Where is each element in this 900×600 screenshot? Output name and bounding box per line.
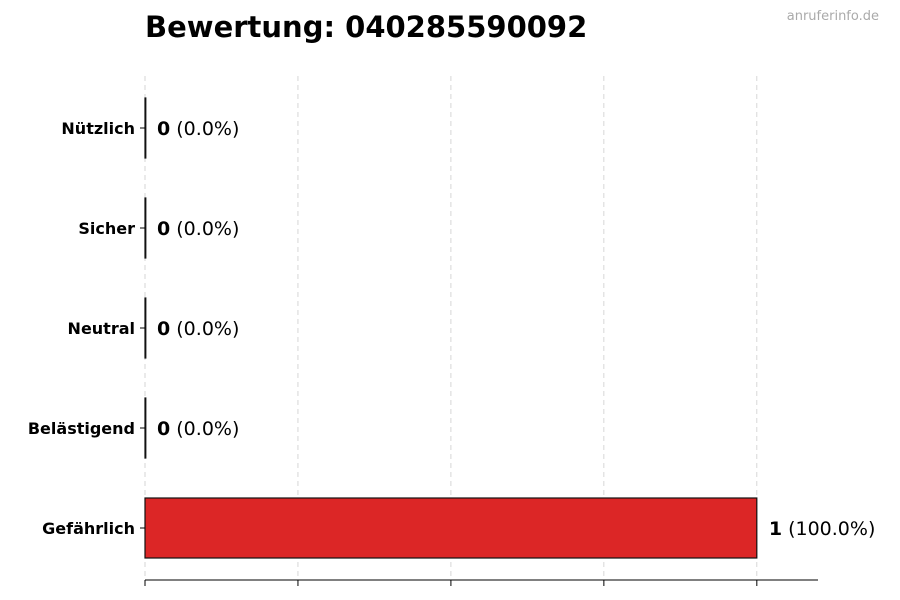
value-label: 0	[157, 118, 170, 140]
data-label: 0 (0.0%)	[157, 218, 239, 240]
y-tick-label: Neutral	[68, 319, 135, 338]
bar	[144, 397, 147, 459]
chart-title: Bewertung: 040285590092	[145, 10, 588, 44]
value-label: 1	[769, 518, 782, 540]
percent-label: (0.0%)	[170, 118, 239, 140]
y-tick-label: Gefährlich	[42, 519, 135, 538]
y-tick-label: Nützlich	[61, 119, 135, 138]
bar	[144, 297, 147, 359]
data-label: 1 (100.0%)	[769, 518, 876, 540]
bar	[144, 97, 147, 159]
value-label: 0	[157, 218, 170, 240]
percent-label: (0.0%)	[170, 218, 239, 240]
percent-label: (0.0%)	[170, 318, 239, 340]
bar	[144, 197, 147, 259]
y-tick-label: Belästigend	[28, 419, 135, 438]
percent-label: (100.0%)	[782, 518, 875, 540]
data-label: 0 (0.0%)	[157, 118, 239, 140]
watermark: anruferinfo.de	[786, 9, 879, 24]
value-label: 0	[157, 418, 170, 440]
bar	[144, 497, 758, 559]
value-label: 0	[157, 318, 170, 340]
data-label: 0 (0.0%)	[157, 418, 239, 440]
data-label: 0 (0.0%)	[157, 318, 239, 340]
percent-label: (0.0%)	[170, 418, 239, 440]
y-tick-label: Sicher	[78, 219, 135, 238]
